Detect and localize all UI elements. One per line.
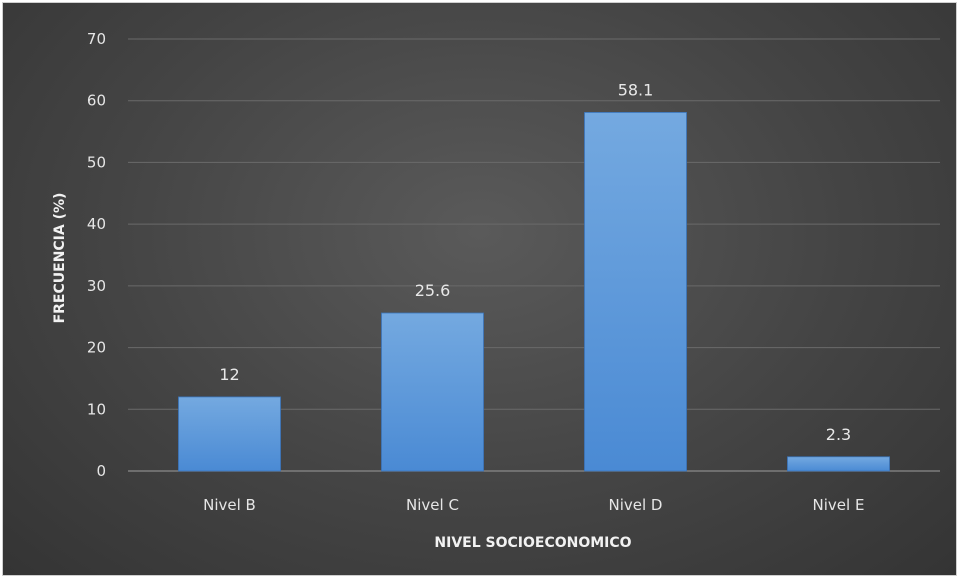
y-tick-label: 40: [87, 215, 106, 233]
x-tick-label: Nivel E: [813, 496, 865, 514]
y-tick-label: 20: [87, 339, 106, 357]
bars: [178, 112, 890, 472]
data-label: 2.3: [826, 425, 851, 444]
bar-nivel-b: [178, 396, 281, 472]
x-axis-ticks: Nivel B Nivel C Nivel D Nivel E: [203, 496, 864, 514]
y-axis-ticks: 0 10 20 30 40 50 60 70: [87, 30, 106, 480]
data-label: 25.6: [415, 281, 451, 300]
x-tick-label: Nivel B: [203, 496, 256, 514]
bar-nivel-e: [787, 456, 890, 472]
y-tick-label: 30: [87, 277, 106, 295]
data-label: 12: [219, 365, 239, 384]
y-tick-label: 60: [87, 92, 106, 110]
data-labels: 12 25.6 58.1 2.3: [219, 80, 851, 443]
bar-nivel-d: [584, 112, 687, 472]
bar-nivel-c: [381, 312, 484, 472]
y-tick-label: 0: [96, 462, 106, 480]
x-axis-title: NIVEL SOCIOECONOMICO: [434, 535, 631, 551]
y-axis-title: FRECUENCIA (%): [52, 193, 68, 324]
y-tick-label: 50: [87, 153, 106, 171]
y-tick-label: 70: [87, 30, 106, 48]
data-label: 58.1: [618, 80, 654, 99]
x-tick-label: Nivel C: [406, 496, 459, 514]
y-tick-label: 10: [87, 400, 106, 418]
x-tick-label: Nivel D: [609, 496, 663, 514]
